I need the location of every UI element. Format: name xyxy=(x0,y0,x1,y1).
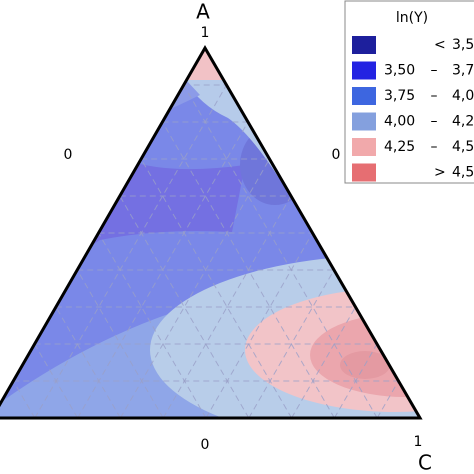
legend-swatch xyxy=(352,163,376,182)
axis-label: 0 xyxy=(332,147,341,163)
legend-label: 3,50 xyxy=(384,63,415,79)
grid-line xyxy=(55,306,121,418)
legend-swatch xyxy=(352,61,376,80)
axis-label: 0 xyxy=(201,437,210,453)
grid-line xyxy=(248,269,335,418)
triangle-frame xyxy=(0,45,423,420)
grid-line xyxy=(183,84,378,418)
legend-label: 4,00 xyxy=(384,114,415,130)
legend-label: 3,75 xyxy=(384,88,415,104)
legend-label: 3,5 xyxy=(452,37,474,53)
legend: ln(Y) <3,53,50–3,73,75–4,04,00–4,24,25–4… xyxy=(344,0,474,184)
legend-label: 4,2 xyxy=(452,114,474,130)
grid-line xyxy=(34,84,227,418)
axis-label: 1 xyxy=(201,25,210,41)
grid-line xyxy=(12,380,36,418)
legend-swatch xyxy=(352,112,376,131)
legend-label: 3,7 xyxy=(452,63,474,79)
legend-label: 4,5 xyxy=(452,165,474,181)
legend-swatch xyxy=(352,138,376,156)
legend-swatch xyxy=(352,87,376,105)
legend-swatch xyxy=(352,36,376,54)
vertex-label: C xyxy=(418,451,432,474)
legend-label: – xyxy=(431,114,438,130)
grid-line xyxy=(98,232,207,418)
legend-label: – xyxy=(431,63,438,79)
axis-label: 1 xyxy=(414,434,423,450)
region xyxy=(188,48,222,80)
legend-title: ln(Y) xyxy=(396,10,428,26)
legend-label: – xyxy=(431,139,438,155)
axis-label: 0 xyxy=(64,147,73,163)
legend-label: 4,5 xyxy=(452,139,474,155)
legend-label: – xyxy=(431,88,438,104)
grid-line xyxy=(291,306,356,418)
vertex-label: A xyxy=(196,0,210,24)
legend-label: 4,0 xyxy=(452,88,474,104)
grid-line xyxy=(205,232,313,418)
legend-label: < xyxy=(434,37,446,53)
legend-label: 4,25 xyxy=(384,139,415,155)
grid-line xyxy=(376,380,399,418)
grid xyxy=(12,84,399,418)
legend-label: > xyxy=(434,165,446,181)
